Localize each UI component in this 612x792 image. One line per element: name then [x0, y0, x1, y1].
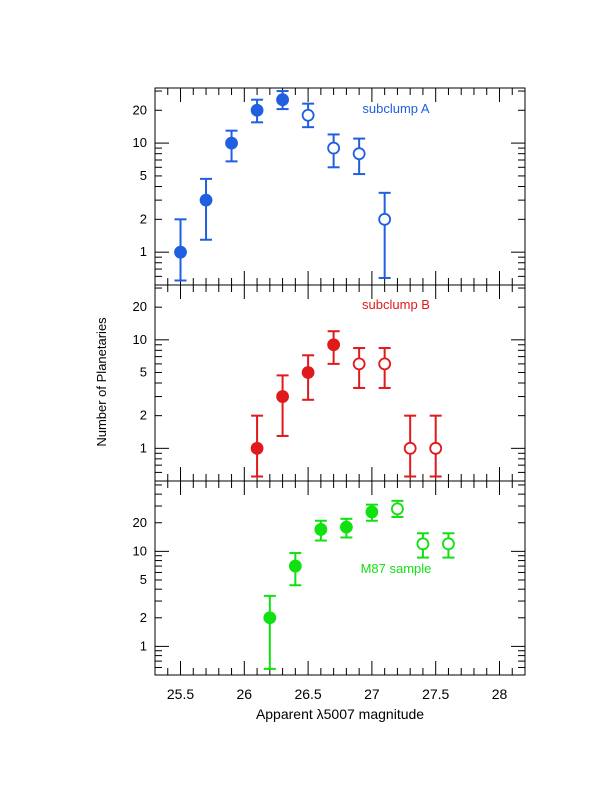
open-marker: [378, 357, 392, 371]
data-point: [339, 517, 353, 539]
open-marker: [301, 108, 315, 122]
open-marker: [352, 357, 366, 371]
panel-annotation: M87 sample: [361, 561, 432, 576]
panel-frame: [154, 480, 526, 676]
y-tick-label: 1: [140, 638, 147, 653]
open-marker: [442, 537, 455, 551]
x-tick-label: 25.5: [167, 686, 194, 702]
filled-marker: [276, 390, 289, 403]
data-point: [327, 133, 341, 169]
open-marker: [403, 441, 417, 455]
data-point: [391, 499, 404, 518]
y-tick-label: 20: [133, 102, 147, 117]
y-tick-label: 10: [133, 135, 147, 150]
open-marker: [352, 147, 366, 161]
data-point: [199, 177, 213, 241]
y-axis-label: Number of Planetaries: [94, 317, 109, 447]
filled-marker: [276, 93, 289, 107]
data-point: [276, 374, 289, 437]
filled-marker: [288, 559, 302, 573]
filled-marker: [250, 103, 264, 117]
data-point: [174, 218, 187, 282]
panel-3: 1 2 5 10 20 25.5 26 26.5 27 27.5 28 M87 sample: [133, 480, 526, 702]
panel-annotation: subclump B: [362, 297, 430, 312]
data-point: [327, 330, 341, 365]
filled-marker: [327, 338, 341, 352]
data-point: [416, 532, 430, 559]
data-point: [263, 594, 277, 670]
data-point: [365, 503, 379, 522]
y-tick-label: 1: [140, 244, 147, 259]
filled-marker: [339, 520, 353, 534]
filled-marker: [174, 245, 187, 259]
filled-marker: [301, 366, 315, 379]
filled-marker: [250, 441, 264, 455]
filled-marker: [365, 505, 379, 519]
data-point: [250, 414, 264, 478]
data-point: [225, 129, 238, 163]
panel-annotation: subclump A: [362, 101, 430, 116]
data-point: [442, 532, 455, 559]
data-point: [301, 102, 315, 129]
x-tick-label: 27.5: [422, 686, 449, 702]
panel-1: 1 2 5 10 20 subclump A: [133, 87, 526, 286]
data-point: [314, 519, 328, 542]
data-point: [378, 347, 392, 389]
y-tick-label: 20: [133, 515, 147, 530]
open-marker: [416, 537, 430, 551]
open-marker: [378, 212, 392, 226]
data-point: [276, 90, 289, 111]
open-marker: [391, 502, 404, 516]
data-point: [352, 347, 366, 389]
data-point: [250, 98, 264, 124]
open-marker: [327, 141, 341, 155]
y-tick-label: 20: [133, 299, 147, 314]
y-tick-label: 10: [133, 332, 147, 347]
y-tick-label: 1: [140, 440, 147, 455]
y-tick-label: 5: [140, 168, 147, 183]
filled-marker: [314, 523, 328, 536]
panel-2: 1 2 5 10 20 subclump B: [133, 284, 526, 482]
data-point: [352, 137, 366, 176]
filled-marker: [263, 611, 277, 625]
y-tick-label: 10: [133, 543, 147, 558]
data-point: [429, 414, 443, 478]
y-tick-label: 2: [140, 610, 147, 625]
data-point: [301, 354, 315, 401]
y-tick-label: 2: [140, 408, 147, 423]
y-tick-label: 5: [140, 364, 147, 379]
filled-marker: [199, 193, 213, 207]
filled-marker: [225, 136, 238, 150]
x-tick-label: 27: [364, 686, 380, 702]
data-point: [288, 552, 302, 587]
open-marker: [429, 441, 443, 455]
panel-frame: [154, 87, 526, 286]
y-tick-label: 2: [140, 211, 147, 226]
data-point: [378, 191, 392, 279]
x-axis-label: Apparent λ5007 magnitude: [256, 706, 424, 722]
x-tick-label: 26.5: [294, 686, 321, 702]
y-tick-label: 5: [140, 572, 147, 587]
panel-frame: [154, 284, 526, 482]
x-tick-label: 26: [237, 686, 253, 702]
x-tick-label: 28: [492, 686, 508, 702]
data-point: [403, 414, 417, 478]
